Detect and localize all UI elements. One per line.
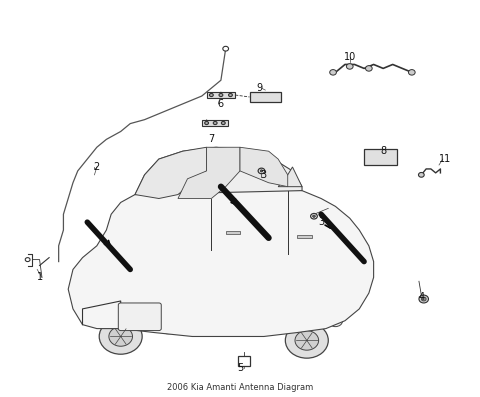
Text: 6: 6 — [218, 99, 224, 109]
Bar — [226, 231, 240, 234]
Text: 1: 1 — [36, 272, 43, 282]
Text: 3: 3 — [318, 217, 324, 227]
FancyBboxPatch shape — [118, 303, 161, 331]
Text: 8: 8 — [380, 146, 386, 156]
Circle shape — [258, 168, 265, 173]
Circle shape — [221, 121, 225, 125]
Text: 4: 4 — [418, 292, 424, 302]
Circle shape — [157, 316, 180, 334]
Bar — [364, 149, 397, 165]
Circle shape — [204, 121, 208, 125]
Circle shape — [347, 64, 353, 69]
Circle shape — [95, 307, 118, 327]
Circle shape — [312, 215, 315, 218]
Circle shape — [219, 93, 223, 96]
Circle shape — [408, 69, 415, 75]
Circle shape — [330, 69, 336, 75]
Polygon shape — [135, 147, 206, 198]
Text: 2: 2 — [94, 162, 100, 172]
Text: 2006 Kia Amanti Antenna Diagram: 2006 Kia Amanti Antenna Diagram — [167, 383, 313, 392]
Bar — [250, 92, 281, 102]
Circle shape — [421, 297, 426, 301]
Polygon shape — [178, 147, 240, 198]
Circle shape — [328, 315, 343, 327]
Circle shape — [260, 170, 263, 172]
Polygon shape — [278, 167, 302, 187]
Circle shape — [109, 327, 132, 346]
Circle shape — [285, 323, 328, 358]
Bar — [297, 235, 312, 238]
Circle shape — [419, 295, 429, 303]
Text: 5: 5 — [237, 363, 243, 373]
Circle shape — [419, 172, 424, 177]
Circle shape — [213, 121, 217, 125]
Circle shape — [99, 319, 142, 354]
Circle shape — [240, 358, 247, 364]
Circle shape — [295, 331, 319, 350]
Bar — [206, 92, 235, 98]
Bar — [238, 356, 250, 366]
Circle shape — [25, 258, 30, 262]
Circle shape — [223, 46, 228, 51]
Polygon shape — [240, 147, 288, 187]
Polygon shape — [68, 183, 373, 337]
Text: 7: 7 — [208, 134, 215, 145]
Text: 9: 9 — [256, 83, 262, 93]
Circle shape — [209, 93, 213, 96]
Circle shape — [163, 320, 174, 329]
Circle shape — [101, 312, 112, 322]
Text: 11: 11 — [439, 154, 451, 164]
Circle shape — [311, 214, 317, 219]
Text: 3: 3 — [261, 170, 267, 180]
Polygon shape — [135, 147, 302, 195]
Circle shape — [228, 93, 232, 96]
Text: 10: 10 — [344, 52, 356, 62]
Bar — [202, 120, 228, 125]
Circle shape — [365, 66, 372, 71]
